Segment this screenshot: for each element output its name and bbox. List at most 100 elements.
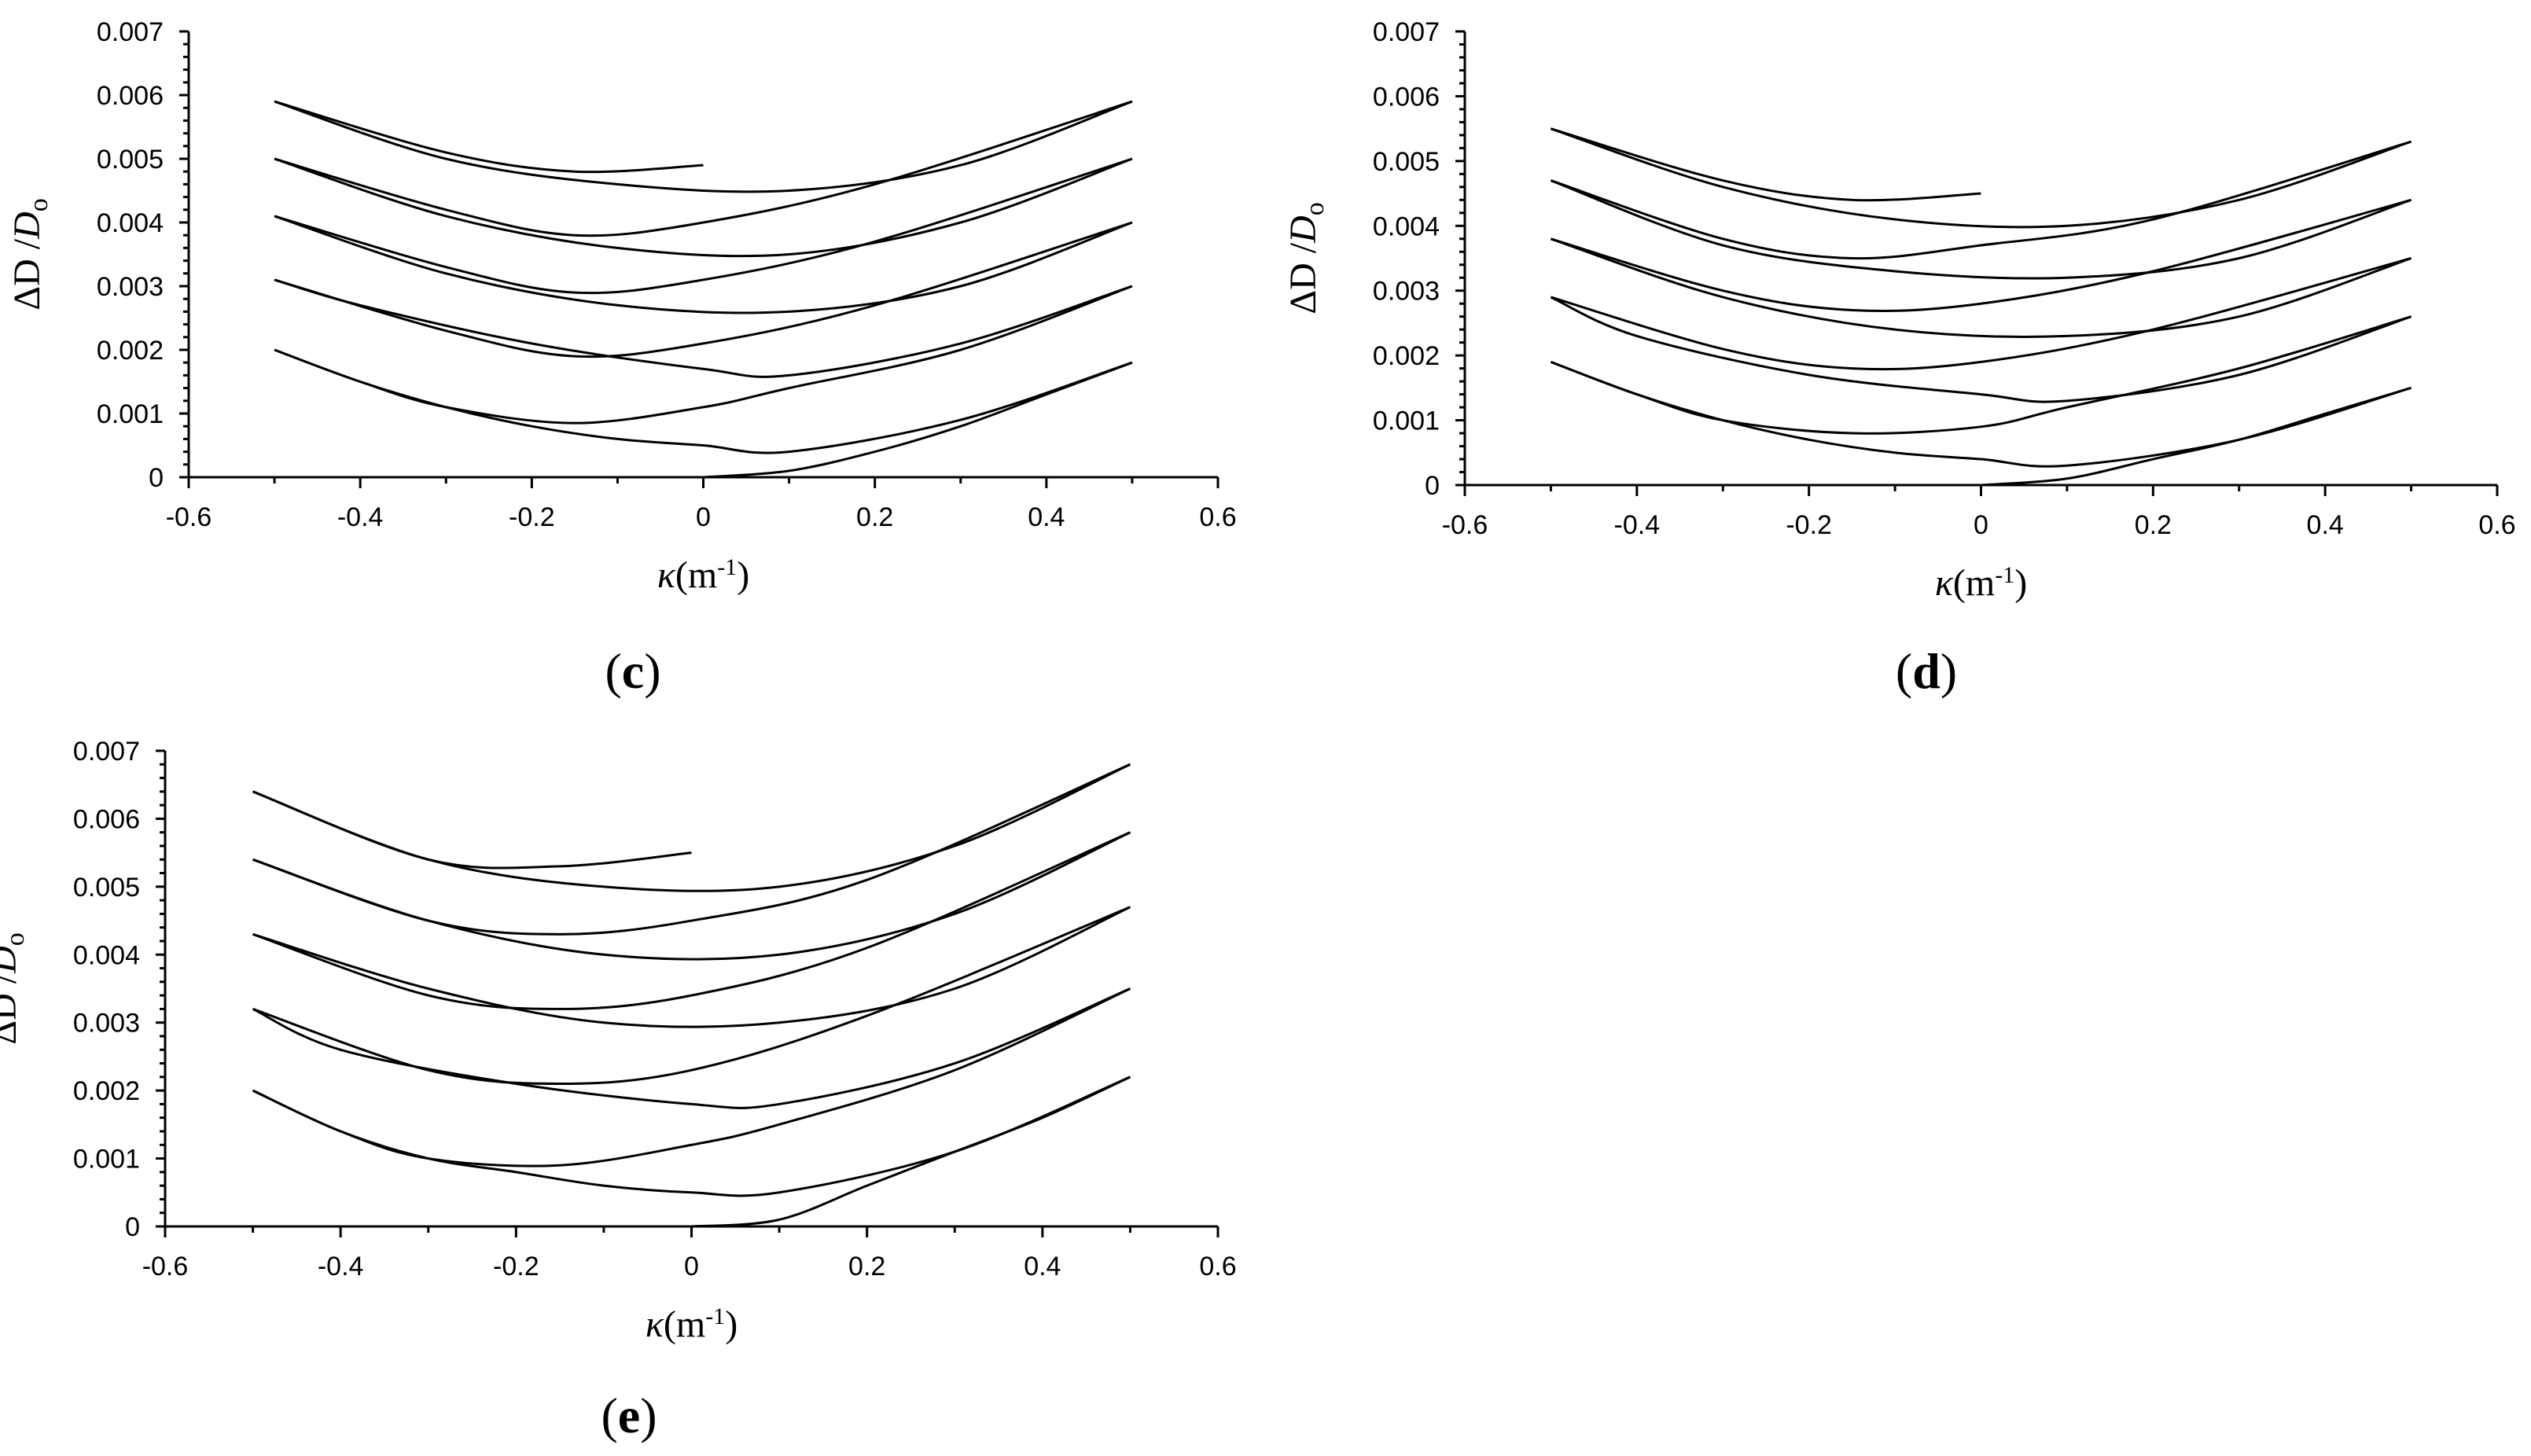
panel-label-close: ) [1941, 643, 1957, 699]
x-tick-label: 0 [696, 502, 711, 532]
chart-panel-e: 0 0.001 0.002 0.003 0.004 0.005 0.006 0.007 -0.6… [0, 737, 1237, 1443]
x-title-unit-prefix: (m [1953, 562, 1995, 604]
x-tick-label: 0.2 [848, 1252, 885, 1281]
panel-label-letter: e [618, 1388, 640, 1443]
series-line-unload-3 [274, 215, 1133, 314]
panel-label: (e) [601, 1388, 657, 1443]
y-tick-label: 0.002 [1373, 341, 1440, 371]
panel-label-letter: c [622, 643, 644, 699]
x-tick-label: 0.6 [2478, 510, 2515, 540]
panel-label: (d) [1896, 643, 1957, 699]
x-title-symbol: κ [1935, 562, 1954, 604]
series-line-unload-5 [252, 763, 1131, 892]
x-title-unit-prefix: (m [664, 1303, 705, 1345]
x-tick-label: 0.4 [2307, 510, 2344, 540]
y-tick-label: 0.005 [1373, 147, 1440, 177]
series-line-unload-2 [274, 278, 1133, 378]
series-line-unload-4 [252, 831, 1131, 961]
chart-panel-d: 0 0.001 0.002 0.003 0.004 0.005 0.006 0.007 -0.6… [1282, 17, 2516, 699]
x-tick-label: 0.6 [1199, 502, 1236, 532]
series-line-reload-2 [1550, 257, 2411, 371]
x-axis-title: κ(m-1) [646, 1303, 738, 1346]
series-line-unload-5 [274, 100, 1133, 193]
series-line-reload-3 [252, 831, 1131, 1010]
x-tick-label: -0.4 [1614, 510, 1661, 540]
series-line-reload-4 [252, 763, 1131, 936]
x-title-unit-suffix: ) [2014, 562, 2027, 604]
x-title-unit-exp: -1 [1995, 562, 2014, 588]
panel-label-close: ) [640, 1388, 657, 1443]
y-tick-label: 0.001 [97, 399, 164, 429]
series-line-reload-5 [274, 100, 704, 174]
y-axis-title: ΔD /Do [1282, 202, 1330, 314]
x-tick-label: -0.6 [166, 502, 212, 532]
y-title-slash: / [0, 973, 24, 993]
y-tick-label: 0 [149, 463, 164, 493]
y-title-italic: D [0, 946, 24, 974]
y-tick-label: 0.007 [73, 737, 140, 767]
y-title-slash: / [6, 238, 48, 259]
panel-label-open: ( [601, 1388, 617, 1443]
series-line-reload-2 [274, 221, 1133, 358]
series-line-unload-4 [274, 157, 1133, 258]
series-line-reload-5 [252, 790, 692, 870]
series-line-unload-3 [252, 906, 1131, 1028]
y-tick-label: 0.005 [73, 873, 140, 903]
y-axis-title: ΔD /Do [0, 932, 30, 1045]
series-line-unload-2 [1550, 296, 2412, 403]
x-tick-label: 0.2 [2135, 510, 2172, 540]
y-tick-label: 0.007 [97, 17, 164, 47]
y-tick-label: 0.004 [97, 208, 164, 238]
y-tick-label: 0.006 [1373, 82, 1440, 112]
y-title-prefix: ΔD [6, 259, 48, 311]
panel-label-open: ( [605, 643, 621, 699]
y-title-subscript: o [24, 198, 53, 211]
y-title-slash: / [1282, 242, 1324, 263]
y-tick-label: 0.002 [97, 336, 164, 366]
x-tick-label: -0.4 [337, 502, 384, 532]
series-line-reload-4 [1550, 140, 2412, 260]
y-tick-label: 0.006 [97, 81, 164, 111]
x-tick-label: -0.4 [318, 1252, 364, 1281]
series-line-unload-4 [1550, 179, 2412, 280]
panel-label-open: ( [1896, 643, 1912, 699]
x-tick-label: -0.2 [493, 1252, 539, 1281]
x-tick-label: 0 [1974, 510, 1988, 540]
x-title-unit-exp: -1 [717, 554, 737, 580]
series-line-reload-4 [274, 100, 1133, 237]
series-line-load [703, 361, 1133, 479]
series-line-unload-1 [252, 1075, 1131, 1197]
x-tick-label: -0.2 [509, 502, 555, 532]
y-title-prefix: ΔD [0, 993, 24, 1045]
series-line-reload-3 [274, 157, 1133, 295]
series-line-load [691, 1075, 1131, 1228]
chart-panel-c: 0 0.001 0.002 0.003 0.004 0.005 0.006 0.007 -0.6… [6, 17, 1237, 699]
x-title-symbol: κ [646, 1303, 664, 1345]
x-tick-label: -0.2 [1786, 510, 1832, 540]
panel-label: (c) [605, 643, 660, 699]
series-line-load [1981, 386, 2412, 487]
y-title-prefix: ΔD [1282, 263, 1324, 314]
x-title-unit-exp: -1 [705, 1303, 725, 1329]
x-tick-label: 0.4 [1028, 502, 1065, 532]
x-tick-label: 0.4 [1024, 1252, 1061, 1281]
x-axis-title: κ(m-1) [657, 554, 749, 597]
x-tick-label: 0 [684, 1252, 699, 1281]
x-tick-label: -0.6 [142, 1252, 189, 1281]
series-line-reload-1 [1550, 315, 2412, 435]
x-tick-label: 0.6 [1199, 1252, 1236, 1281]
y-tick-label: 0.004 [1373, 211, 1440, 241]
y-title-subscript: o [1300, 202, 1330, 215]
y-title-subscript: o [1, 932, 30, 946]
series-line-reload-3 [1550, 198, 2411, 312]
series-line-unload-3 [1550, 237, 2412, 338]
x-tick-label: 0.2 [856, 502, 893, 532]
y-tick-label: 0.006 [73, 804, 140, 834]
panel-label-letter: d [1912, 643, 1941, 699]
x-tick-label: -0.6 [1442, 510, 1488, 540]
series-line-unload-1 [1550, 360, 2412, 468]
x-axis-title: κ(m-1) [1935, 562, 2027, 605]
y-tick-label: 0.003 [1373, 277, 1440, 307]
x-title-symbol: κ [657, 554, 676, 596]
